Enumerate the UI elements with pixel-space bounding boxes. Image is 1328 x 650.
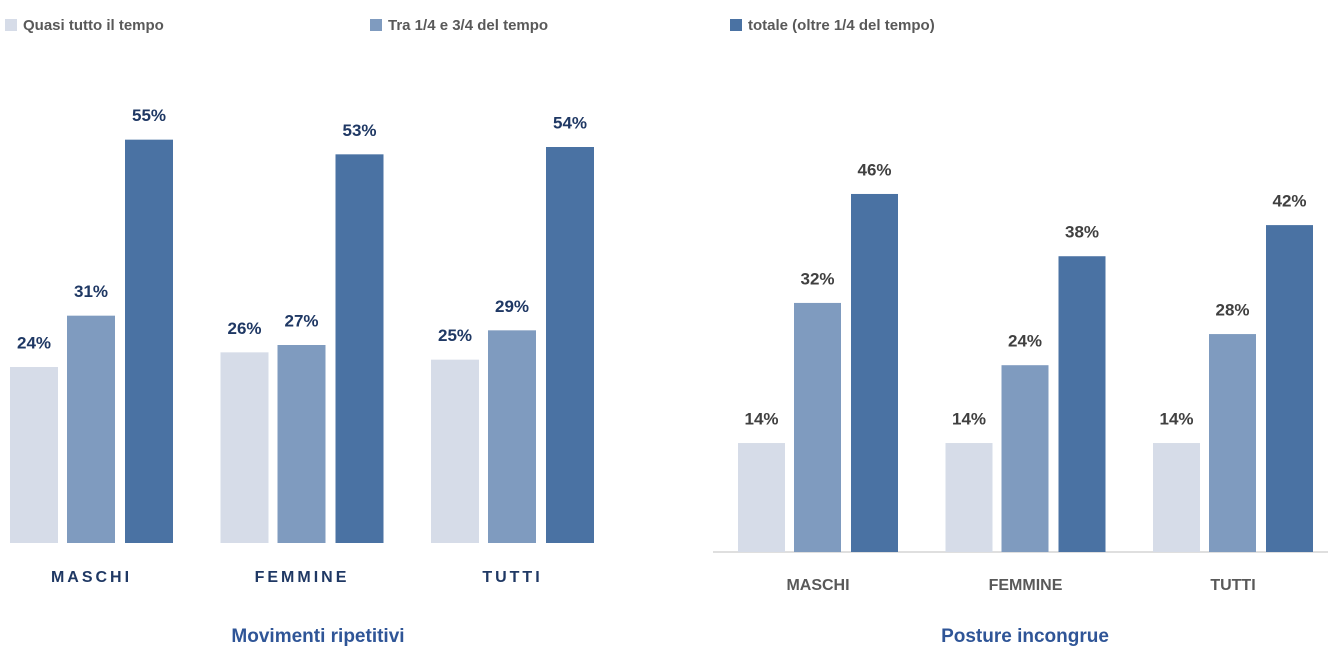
data-label: 38%: [1065, 223, 1099, 242]
data-label: 26%: [227, 319, 261, 338]
data-label: 28%: [1215, 301, 1249, 320]
bar: [1153, 443, 1200, 552]
legend-swatch: [370, 19, 382, 31]
bar: [431, 359, 479, 543]
bar: [335, 154, 384, 544]
chart-title: Movimenti ripetitivi: [231, 626, 404, 647]
x-tick-label: MASCHI: [51, 569, 132, 586]
bar: [1266, 225, 1313, 552]
data-label: 55%: [132, 106, 166, 125]
bar: [945, 443, 993, 552]
x-tick-label: FEMMINE: [255, 569, 350, 586]
x-tick-label: TUTTI: [482, 569, 542, 586]
legend-swatch: [5, 19, 17, 31]
legend-swatch: [730, 19, 742, 31]
bar: [738, 443, 785, 552]
bar: [1058, 256, 1106, 552]
data-label: 14%: [1159, 410, 1193, 429]
data-label: 25%: [438, 326, 472, 345]
bar: [125, 139, 173, 543]
bar: [488, 330, 536, 543]
bar: [220, 352, 269, 543]
data-label: 24%: [17, 333, 51, 352]
chart-title: Posture incongrue: [941, 626, 1109, 647]
data-label: 53%: [342, 121, 376, 140]
x-tick-label: MASCHI: [786, 577, 849, 594]
legend-label: totale (oltre 1/4 del tempo): [748, 17, 935, 34]
data-label: 14%: [952, 410, 986, 429]
data-label: 29%: [495, 297, 529, 316]
data-label: 46%: [857, 160, 891, 179]
bar: [67, 315, 115, 543]
bar: [277, 345, 326, 543]
data-label: 27%: [284, 311, 318, 330]
x-tick-label: TUTTI: [1210, 577, 1255, 594]
bar: [851, 193, 898, 552]
bar: [1001, 365, 1049, 552]
legend-label: Quasi tutto il tempo: [23, 17, 164, 34]
bar: [794, 302, 841, 552]
data-label: 24%: [1008, 332, 1042, 351]
bar: [1209, 334, 1256, 552]
data-label: 31%: [74, 282, 108, 301]
data-label: 54%: [553, 113, 587, 132]
data-label: 14%: [744, 410, 778, 429]
x-tick-label: FEMMINE: [989, 577, 1063, 594]
data-label: 42%: [1272, 192, 1306, 211]
bar: [10, 367, 58, 543]
legend-label: Tra 1/4 e 3/4 del tempo: [388, 17, 548, 34]
data-label: 32%: [800, 269, 834, 288]
bar: [546, 147, 594, 543]
